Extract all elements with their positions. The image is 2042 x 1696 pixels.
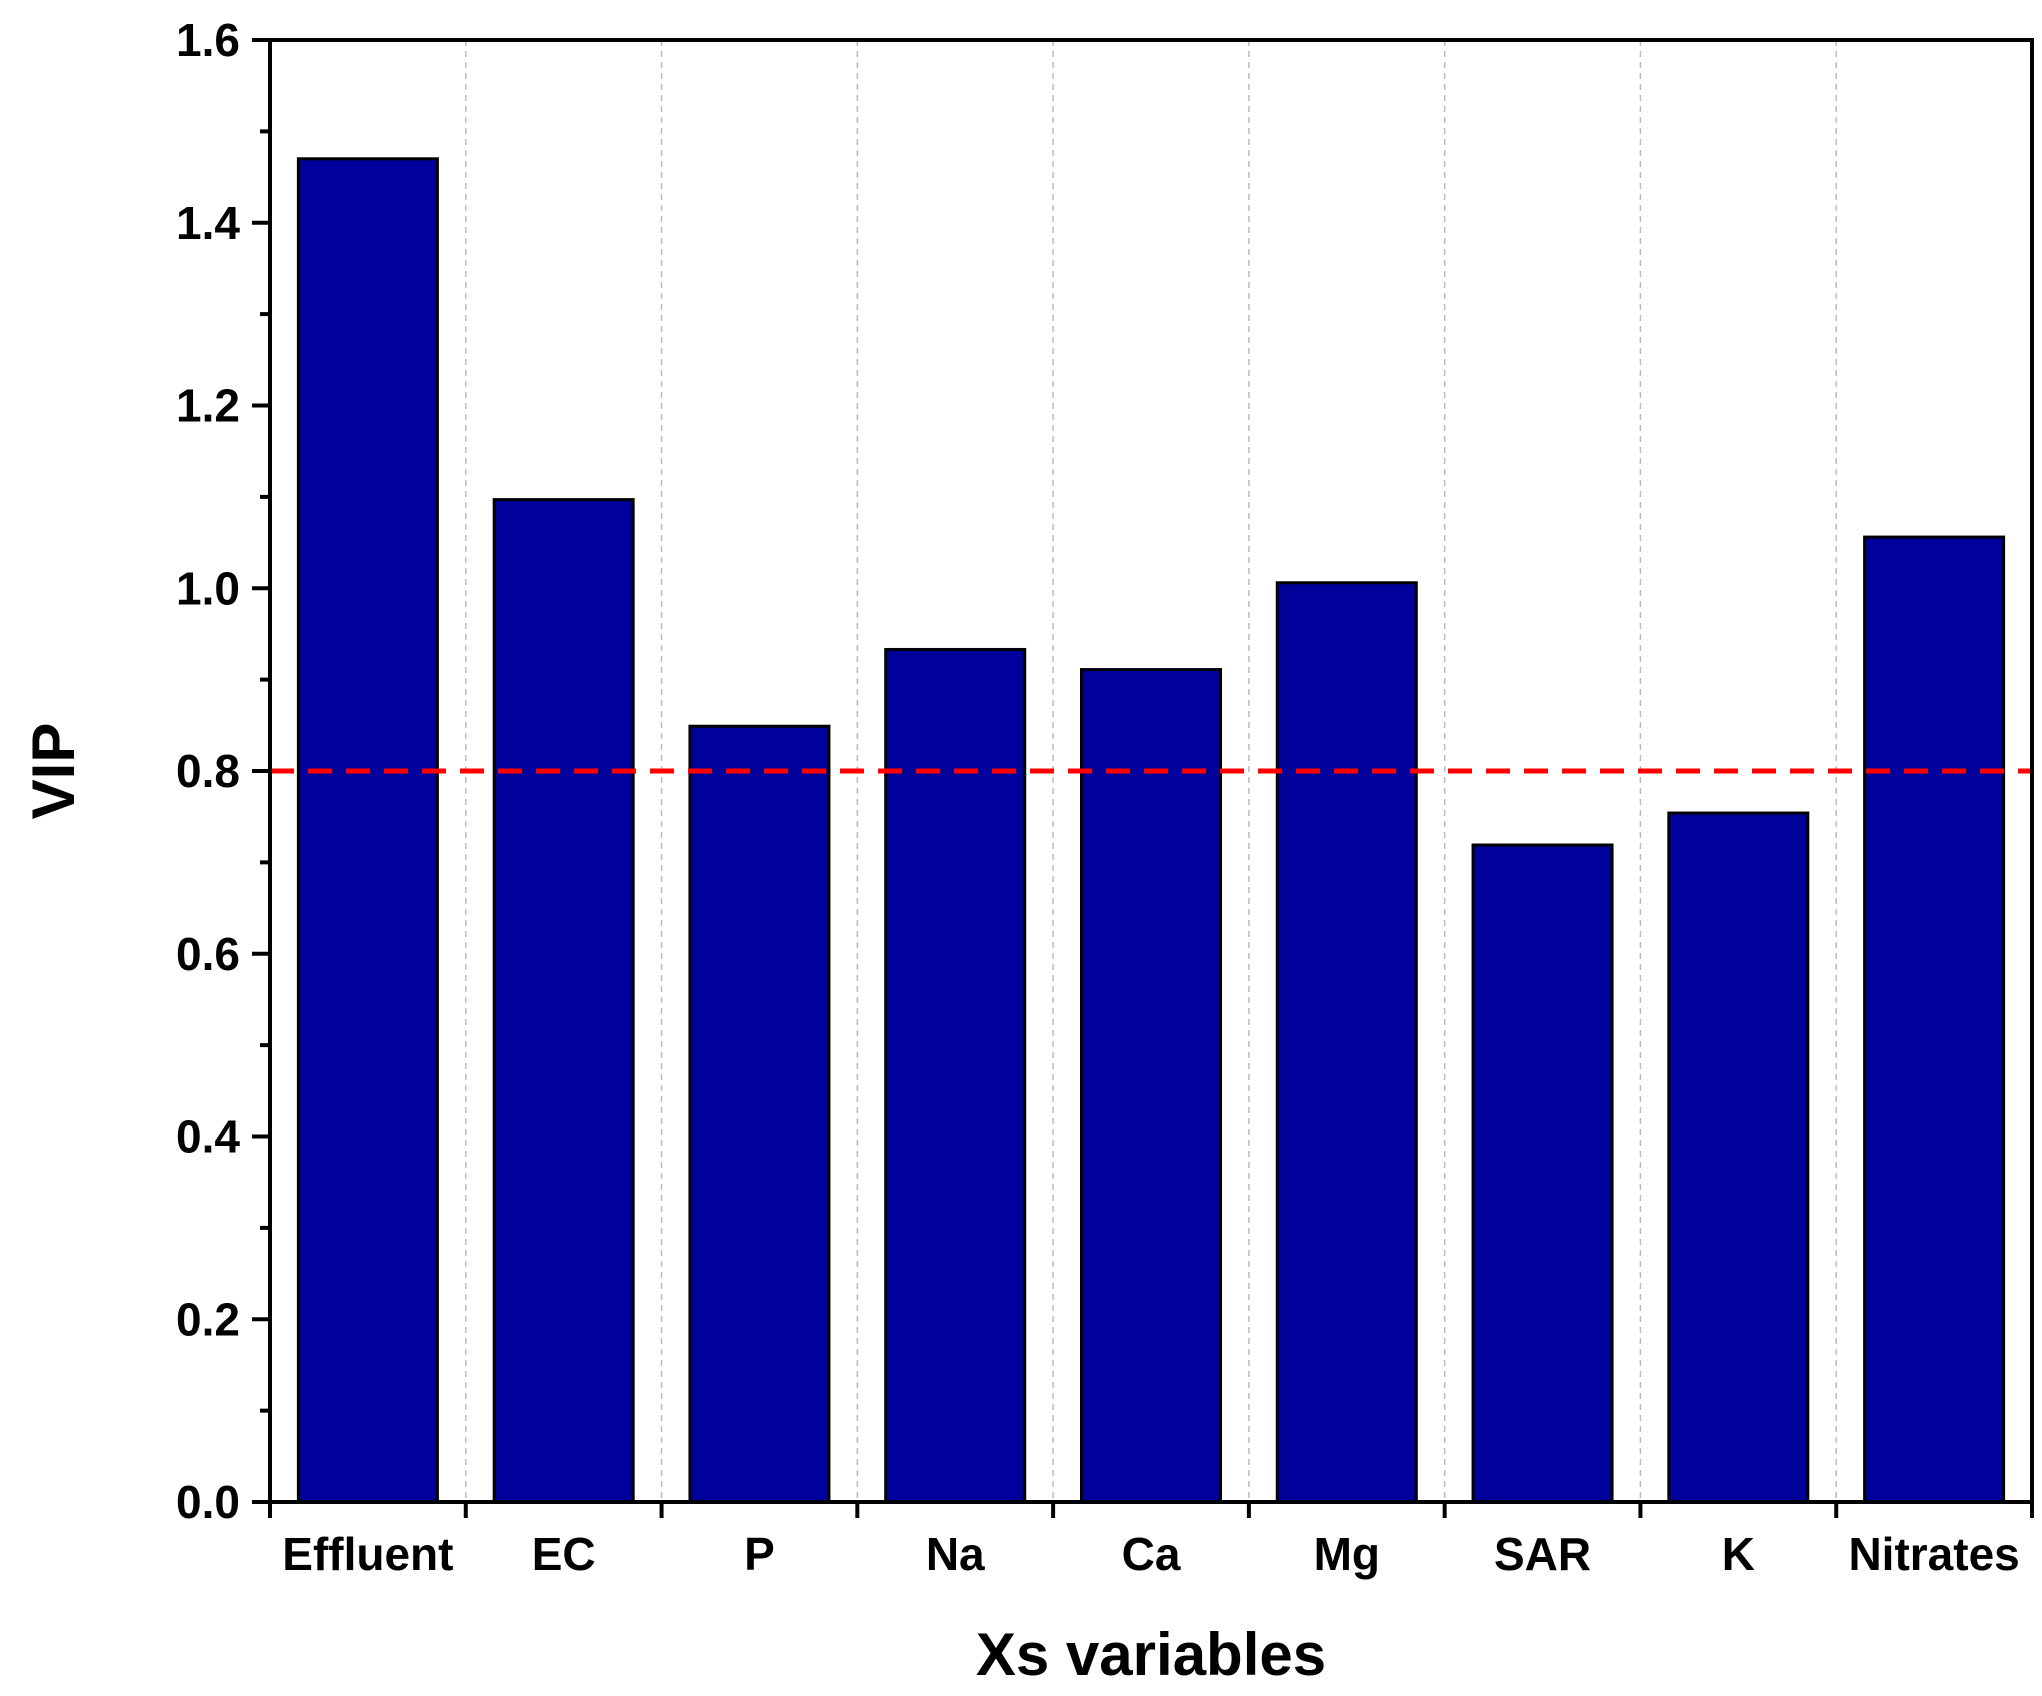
tick-labels: 0.0 0.2 0.4 0.6 0.8 1.0 1.2 1.4 1.6 Effluent EC P Na…	[176, 14, 2020, 1580]
y-tick-label: 0.0	[176, 1476, 240, 1528]
x-tick-label: SAR	[1494, 1528, 1591, 1580]
y-tick-label: 0.4	[176, 1111, 240, 1163]
y-tick-label: 0.8	[176, 745, 240, 797]
bar-ec	[492, 498, 635, 1504]
bar-mg	[1275, 581, 1418, 1504]
x-tick-label: EC	[532, 1528, 596, 1580]
y-tick-label: 1.4	[176, 197, 240, 249]
x-tick-label: P	[744, 1528, 775, 1580]
y-tick-label: 1.6	[176, 14, 240, 66]
x-tick-label: Nitrates	[1848, 1528, 2019, 1580]
y-tick-label: 1.0	[176, 562, 240, 614]
bar-p	[688, 724, 831, 1504]
y-tick-label: 1.2	[176, 380, 240, 432]
bar-ca	[1080, 668, 1222, 1504]
bar-na	[884, 647, 1027, 1504]
x-tick-label: Mg	[1314, 1528, 1380, 1580]
axis-ticks	[252, 38, 2034, 1518]
x-tick-label: K	[1722, 1528, 1755, 1580]
bar-k	[1667, 811, 1810, 1504]
y-tick-label: 0.6	[176, 928, 240, 980]
x-tick-label: Effluent	[282, 1528, 453, 1580]
x-tick-label: Ca	[1122, 1528, 1181, 1580]
x-tick-label: Na	[926, 1528, 985, 1580]
x-axis-title: Xs variables	[976, 1621, 1326, 1688]
y-tick-label: 0.2	[176, 1293, 240, 1345]
bar-effluent	[296, 157, 439, 1504]
bars	[296, 157, 2006, 1504]
bar-nitrates	[1863, 535, 2006, 1504]
bar-sar	[1471, 843, 1614, 1504]
y-axis-title: VIP	[20, 723, 87, 820]
